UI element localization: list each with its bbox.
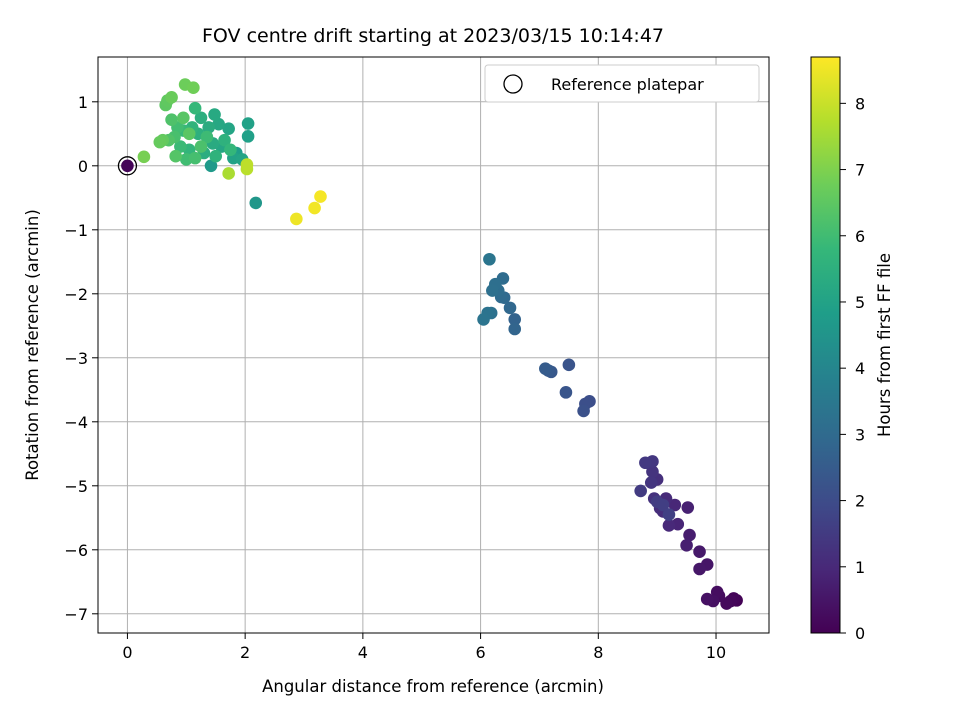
scatter-point <box>503 301 517 315</box>
colorbar-tick-label: 8 <box>855 94 865 113</box>
scatter-point <box>559 386 573 399</box>
x-tick-label: 8 <box>593 643 603 662</box>
colorbar-tick-label: 2 <box>855 492 865 511</box>
scatter-point <box>212 117 225 131</box>
scatter-point <box>656 498 670 512</box>
colorbar-ticks: 0 1 2 3 4 5 6 7 8 <box>840 94 865 643</box>
y-axis-label: Rotation from reference (arcmin) <box>23 209 42 481</box>
scatter-point <box>700 592 714 606</box>
scatter-point <box>241 117 255 130</box>
scatter-point <box>174 140 187 153</box>
y-tick-label: −6 <box>64 541 88 560</box>
scatter-point <box>204 159 218 173</box>
plot-frame <box>97 56 770 634</box>
scatter-point <box>477 313 490 326</box>
scatter-point <box>314 190 327 203</box>
scatter-point <box>169 149 182 163</box>
scatter-point <box>188 101 202 115</box>
x-tick-label: 2 <box>240 643 250 662</box>
scatter-point <box>308 201 321 215</box>
scatter-point <box>240 158 254 171</box>
y-tick-label: −7 <box>64 605 88 624</box>
x-tick-label: 10 <box>706 643 726 662</box>
colorbar-tick-label: 5 <box>855 293 865 312</box>
colorbar-tick-label: 6 <box>855 227 865 246</box>
legend-marker <box>503 74 523 94</box>
scatter-point <box>222 122 235 135</box>
scatter-point <box>646 465 659 479</box>
colorbar-tick-label: 4 <box>855 359 865 378</box>
reference-marker <box>117 156 138 176</box>
scatter-point <box>202 121 215 134</box>
y-tick-label: 1 <box>78 93 88 112</box>
scatter-point <box>249 196 263 210</box>
colorbar-tick-label: 0 <box>855 624 865 643</box>
scatter-point <box>693 562 706 576</box>
scatter-point <box>194 111 208 125</box>
scatter-point <box>508 322 522 336</box>
scatter-point <box>153 135 167 149</box>
colorbar-tick-label: 7 <box>855 161 865 180</box>
scatter-point <box>137 150 151 164</box>
scatter-point <box>644 476 658 489</box>
reference-point <box>121 159 134 173</box>
chart-title: FOV centre drift starting at 2023/03/15 … <box>202 25 664 47</box>
colorbar-gradient <box>811 57 840 633</box>
x-tick-label: 6 <box>475 643 485 662</box>
scatter-point <box>182 127 196 141</box>
scatter-point <box>683 528 696 542</box>
scatter-point <box>483 252 496 266</box>
colorbar-frame <box>810 56 841 634</box>
y-axis-ticks: 1 0 −1 −2 −3 −4 −5 −6 −7 <box>64 93 98 624</box>
colorbar-label: Hours from first FF file <box>875 253 894 437</box>
x-axis-label: Angular distance from reference (arcmin) <box>262 677 604 696</box>
scatter-point <box>194 140 208 153</box>
x-axis-ticks: 0 2 4 6 8 10 <box>122 633 726 662</box>
scatter-point <box>208 108 221 121</box>
y-tick-label: −4 <box>64 413 88 432</box>
scatter-point <box>486 284 499 297</box>
scatter-point <box>680 539 693 552</box>
legend-box <box>484 64 760 103</box>
scatter-point <box>218 133 231 147</box>
scatter-point <box>562 358 576 372</box>
scatter-point <box>224 143 237 157</box>
colorbar-tick-label: 3 <box>855 425 865 444</box>
scatter-point <box>662 508 676 521</box>
scatter-point <box>188 151 202 165</box>
scatter-point <box>668 498 682 512</box>
y-tick-label: −3 <box>64 349 88 368</box>
scatter-point <box>165 91 178 104</box>
scatter-point <box>200 130 214 144</box>
legend-entry-reference-platepar: Reference platepar <box>551 75 704 94</box>
y-tick-label: −5 <box>64 477 88 496</box>
scatter-point <box>241 130 255 143</box>
legend: Reference platepar <box>484 64 760 103</box>
scatter-points <box>117 78 743 610</box>
scatter-point <box>720 597 733 610</box>
y-tick-label: −1 <box>64 221 88 240</box>
scatter-point <box>693 545 706 559</box>
colorbar: 0 1 2 3 4 5 6 7 8 Hours from first FF file <box>810 56 894 643</box>
scatter-point <box>681 501 695 514</box>
scatter-point <box>222 167 235 180</box>
y-tick-label: −2 <box>64 285 88 304</box>
scatter-point <box>577 404 590 418</box>
scatter-point <box>290 212 303 226</box>
scatter-point <box>187 81 200 95</box>
scatter-point <box>508 313 522 326</box>
scatter-point <box>165 113 178 127</box>
scatter-point <box>539 362 552 375</box>
scatter-point <box>639 456 652 470</box>
scatter-point <box>634 484 647 498</box>
y-tick-label: 0 <box>78 157 88 176</box>
scatter-point <box>662 519 676 532</box>
x-tick-label: 4 <box>358 643 368 662</box>
scatter-point <box>177 111 190 125</box>
scatter-point <box>209 149 223 163</box>
colorbar-tick-label: 1 <box>855 558 865 577</box>
x-tick-label: 0 <box>122 643 132 662</box>
plot-area: 0 2 4 6 8 10 10−1−2−3−4−5−6−7 <box>64 56 770 662</box>
